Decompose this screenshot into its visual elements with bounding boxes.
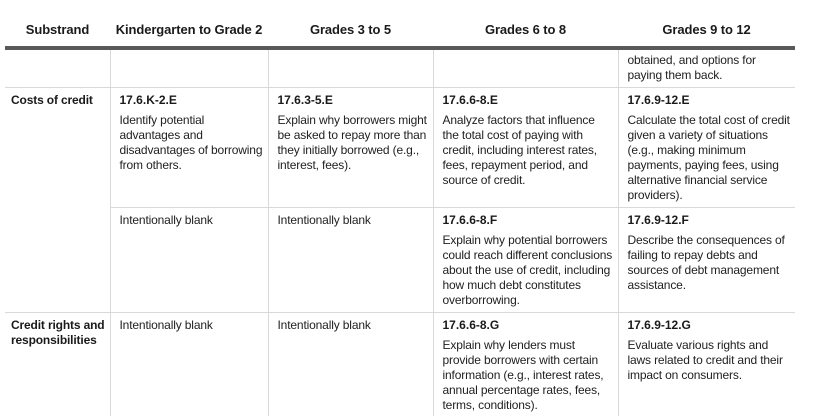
cell-grades-3-5-empty [267, 48, 433, 88]
header-k-2: Kindergarten to Grade 2 [110, 18, 268, 50]
standard-text: Explain why lenders must provide borrowe… [442, 338, 604, 412]
cell-grades-9-12-g: 17.6.9-12.G Evaluate various rights and … [617, 312, 795, 416]
continuation-text: obtained, and options for paying them ba… [627, 53, 757, 82]
standard-text: Calculate the total cost of credit given… [627, 113, 790, 202]
cell-grades-6-8-f: 17.6.6-8.F Explain why potential borrowe… [432, 207, 618, 313]
standards-table: Substrand Kindergarten to Grade 2 Grades… [5, 18, 795, 416]
substrand-costs-of-credit: Costs of credit [5, 87, 110, 313]
standard-code: 17.6.6-8.F [442, 213, 498, 227]
standard-text: Analyze factors that influence the total… [442, 113, 598, 187]
table-row-costs-of-credit: Costs of credit 17.6.K-2.E Identify pote… [5, 87, 795, 313]
cell-grades-6-8-g: 17.6.6-8.G Explain why lenders must prov… [432, 312, 618, 416]
cell-k-2-blank: Intentionally blank [109, 207, 268, 313]
standard-text: Evaluate various rights and laws related… [627, 338, 783, 382]
standard-text: Explain why potential borrowers could re… [442, 233, 613, 307]
standard-code: 17.6.K-2.E [119, 93, 177, 107]
header-substrand: Substrand [5, 18, 110, 50]
substrand-cell-empty [5, 48, 110, 88]
cell-grades-9-12-continuation: obtained, and options for paying them ba… [617, 48, 795, 88]
substrand-credit-rights: Credit rights and responsibilities [5, 312, 110, 416]
standard-text: Explain why borrowers might be asked to … [277, 113, 427, 172]
table-row-credit-rights: Credit rights and responsibilities Inten… [5, 312, 795, 416]
standard-code: 17.6.9-12.G [627, 318, 691, 332]
cell-k-2-e: 17.6.K-2.E Identify potential advantages… [109, 87, 268, 208]
header-grades-3-5: Grades 3 to 5 [268, 18, 433, 50]
header-grades-6-8: Grades 6 to 8 [433, 18, 618, 50]
standard-code: 17.6.3-5.E [277, 93, 333, 107]
cell-grades-9-12-e: 17.6.9-12.E Calculate the total cost of … [617, 87, 795, 208]
blank-text: Intentionally blank [277, 213, 371, 227]
cell-grades-6-8-e: 17.6.6-8.E Analyze factors that influenc… [432, 87, 618, 208]
standard-code: 17.6.6-8.E [442, 93, 498, 107]
standard-code: 17.6.9-12.F [627, 213, 689, 227]
cell-grades-3-5-blank: Intentionally blank [267, 207, 433, 313]
cell-k-2-blank: Intentionally blank [109, 312, 268, 416]
cell-grades-3-5-blank: Intentionally blank [267, 312, 433, 416]
table-header-row: Substrand Kindergarten to Grade 2 Grades… [5, 18, 795, 50]
cell-grades-6-8-empty [432, 48, 618, 88]
cell-grades-3-5-e: 17.6.3-5.E Explain why borrowers might b… [267, 87, 433, 208]
table-row-costs-of-credit-2: Intentionally blank Intentionally blank … [5, 207, 795, 313]
standard-code: 17.6.6-8.G [442, 318, 500, 332]
blank-text: Intentionally blank [277, 318, 371, 332]
standard-text: Describe the consequences of failing to … [627, 233, 785, 292]
cell-grades-9-12-f: 17.6.9-12.F Describe the consequences of… [617, 207, 795, 313]
blank-text: Intentionally blank [119, 318, 213, 332]
table-row-continuation: obtained, and options for paying them ba… [5, 48, 795, 88]
blank-text: Intentionally blank [119, 213, 213, 227]
header-grades-9-12: Grades 9 to 12 [618, 18, 795, 50]
cell-k-2-empty [109, 48, 268, 88]
standard-code: 17.6.9-12.E [627, 93, 690, 107]
standard-text: Identify potential advantages and disadv… [119, 113, 263, 172]
